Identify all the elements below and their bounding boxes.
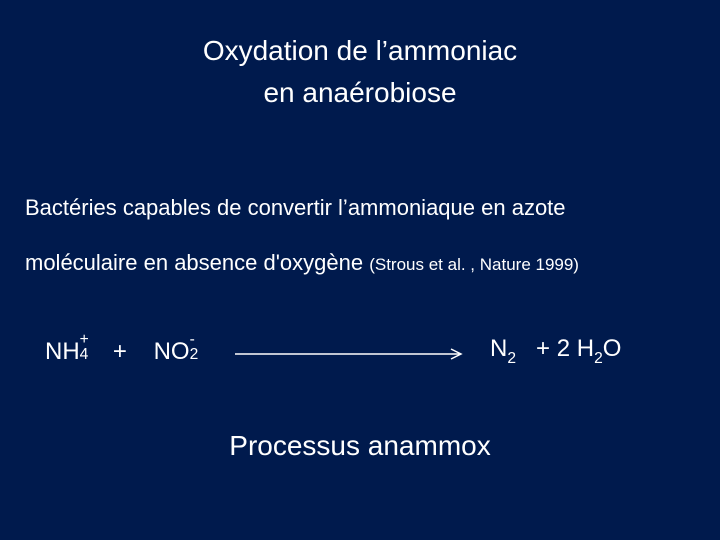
- body-paragraph: Bactéries capables de convertir l’ammoni…: [25, 180, 579, 290]
- title-line-1: Oxydation de l’ammoniac: [0, 30, 720, 72]
- plus-sign: +: [100, 338, 147, 365]
- species-nh4-subsup: 4+: [80, 335, 93, 359]
- body-line-1: Bactéries capables de convertir l’ammoni…: [25, 180, 579, 235]
- reaction-arrow-icon: [235, 347, 470, 361]
- species-no2-subsup: 2-: [190, 335, 203, 359]
- species-no2-base: NO: [154, 338, 190, 365]
- footer-title: Processus anammox: [0, 430, 720, 462]
- species-n2: N2: [490, 335, 523, 362]
- body-line-2: moléculaire en absence d'oxygène (Strous…: [25, 235, 579, 290]
- species-h2o-h: H: [577, 335, 594, 362]
- species-nh4-sub: 4: [80, 346, 89, 364]
- species-n2-base: N: [490, 335, 507, 362]
- species-nh4-sup: +: [80, 331, 89, 349]
- species-n2-sub: 2: [507, 350, 516, 367]
- plus-sign-2: +: [523, 335, 557, 362]
- species-no2: NO2-: [147, 338, 203, 365]
- equation-reactants: NH4+ + NO2-: [45, 335, 203, 366]
- species-nh4-base: NH: [45, 338, 80, 365]
- equation-products: N2 + 2 H2O: [490, 335, 621, 367]
- species-h2o-o: O: [603, 335, 622, 362]
- body-line-2-prefix: moléculaire en absence d'oxygène: [25, 250, 369, 275]
- equation: NH4+ + NO2- N2 + 2 H2O: [0, 335, 720, 375]
- coef-2: 2: [557, 335, 570, 362]
- citation: (Strous et al. , Nature 1999): [369, 255, 579, 274]
- species-h2o-sub: 2: [594, 350, 603, 367]
- species-h2o: H2O: [570, 335, 621, 362]
- species-nh4: NH4+: [45, 338, 100, 365]
- title-line-2: en anaérobiose: [0, 72, 720, 114]
- slide: Oxydation de l’ammoniac en anaérobiose B…: [0, 0, 720, 540]
- species-no2-sup: -: [190, 331, 195, 349]
- species-no2-sub: 2: [190, 346, 199, 364]
- title-block: Oxydation de l’ammoniac en anaérobiose: [0, 0, 720, 114]
